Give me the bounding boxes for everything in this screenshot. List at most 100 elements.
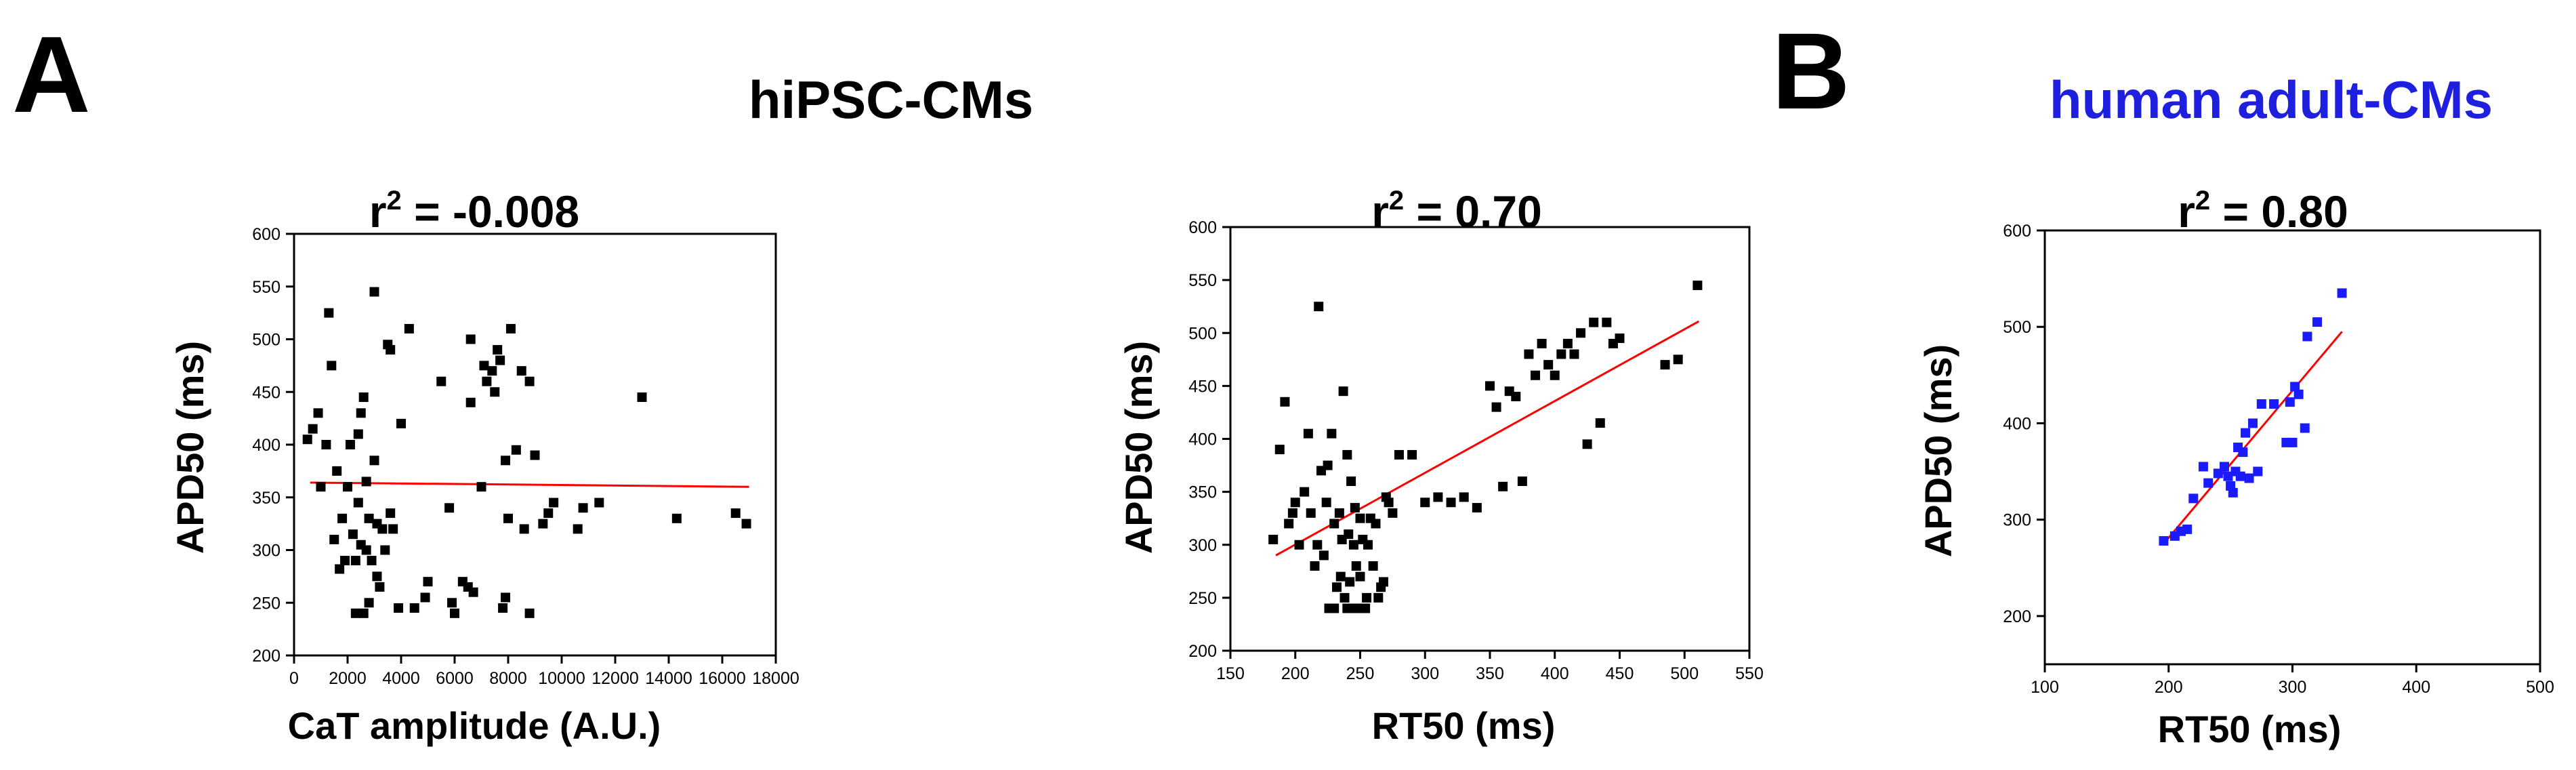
data-point <box>1303 428 1313 439</box>
data-point <box>1355 513 1365 523</box>
y-tick-label: 500 <box>2003 318 2031 337</box>
hipsc-group-title: hiPSC-CMs <box>749 70 1033 129</box>
data-point <box>465 334 476 344</box>
data-point <box>1351 561 1361 571</box>
x-tick-label: 400 <box>2402 678 2430 697</box>
data-point <box>1556 349 1566 359</box>
y-tick-label: 300 <box>252 542 281 561</box>
x-axis-title-chart3: RT50 (ms) <box>2158 708 2342 750</box>
data-point <box>2248 418 2258 428</box>
data-point <box>482 376 492 386</box>
y-tick-label: 250 <box>1188 589 1217 608</box>
data-point <box>369 455 379 466</box>
data-point <box>524 376 535 386</box>
x-tick-label: 150 <box>1216 664 1245 683</box>
data-point <box>2244 473 2254 483</box>
x-tick-label: 400 <box>1541 664 1569 683</box>
data-point <box>372 571 382 582</box>
data-point <box>2312 317 2323 327</box>
plot-frame-chart2 <box>1229 226 1751 652</box>
data-point <box>358 392 369 403</box>
chart-apd50-vs-rt50-hipsc: r2 = 0.70 RT50 (ms) APD50 (ms) 150 200 250… <box>1117 186 1764 747</box>
y-axis-title-chart2: APD50 (ms) <box>1117 341 1160 554</box>
y-axis-title-chart3: APD50 (ms) <box>1917 344 1959 557</box>
x-tick-label: 14000 <box>645 669 692 688</box>
regression-line-chart1 <box>310 481 749 488</box>
data-point <box>465 397 476 407</box>
plot-frame-chart1 <box>293 232 777 657</box>
data-point <box>1371 519 1381 529</box>
y-tick-label: 450 <box>1188 377 1217 396</box>
data-point <box>2228 487 2238 498</box>
data-point <box>578 503 588 513</box>
data-point <box>1344 529 1354 540</box>
data-point <box>386 508 396 519</box>
data-point <box>549 498 559 508</box>
data-point <box>741 519 751 529</box>
y-tick-label: 400 <box>252 436 281 455</box>
x-axis-title-chart1: CaT amplitude (A.U.) <box>288 704 661 747</box>
data-point <box>386 345 396 355</box>
data-point <box>2287 437 2298 447</box>
data-point <box>1290 498 1300 508</box>
data-point <box>1498 481 1508 491</box>
data-point <box>1280 397 1290 407</box>
data-point <box>1368 561 1378 571</box>
data-point <box>327 361 337 371</box>
x-tick-label: 0 <box>289 669 299 688</box>
data-point <box>1524 349 1534 359</box>
data-point <box>369 287 379 297</box>
data-point <box>573 524 583 534</box>
data-point <box>501 592 511 603</box>
data-point <box>380 545 390 555</box>
data-point <box>1394 449 1404 460</box>
data-point <box>321 440 331 449</box>
data-point <box>1346 477 1356 486</box>
data-point <box>2302 331 2312 342</box>
y-tick-label: 500 <box>1188 324 1217 343</box>
data-point <box>503 513 513 523</box>
data-point <box>1329 603 1339 613</box>
x-axis-title-chart2: RT50 (ms) <box>1372 704 1556 747</box>
y-tick-label: 300 <box>2003 511 2031 530</box>
data-point <box>476 482 486 492</box>
data-point <box>444 503 455 513</box>
y-tick-label: 400 <box>2003 414 2031 433</box>
y-tick-label: 600 <box>1188 218 1217 237</box>
data-point <box>493 345 503 355</box>
adult-group-title: human adult-CMs <box>2050 70 2493 129</box>
data-point <box>350 608 360 618</box>
data-point <box>367 556 377 566</box>
data-point <box>1339 592 1350 603</box>
data-point <box>361 477 371 487</box>
y-tick-label: 500 <box>252 331 281 350</box>
data-point <box>396 418 406 428</box>
data-point <box>409 603 419 613</box>
data-point <box>1348 540 1358 550</box>
data-point <box>1550 370 1560 380</box>
data-point <box>1321 498 1331 508</box>
r2-label-chart2: r2 = 0.70 <box>1371 186 1542 237</box>
data-point <box>358 608 369 618</box>
data-point <box>2290 382 2300 392</box>
data-point <box>337 513 348 523</box>
regression-line-chart2 <box>1275 320 1700 556</box>
data-point <box>487 366 497 376</box>
data-point <box>524 608 535 618</box>
data-point <box>350 556 360 566</box>
x-tick-label: 450 <box>1606 664 1634 683</box>
data-point <box>394 603 404 613</box>
data-point <box>2219 462 2229 472</box>
data-point <box>1660 360 1670 370</box>
data-point <box>1300 487 1310 497</box>
x-tick-label: 100 <box>2031 678 2059 697</box>
plot-frame-chart3 <box>2043 229 2541 666</box>
data-point <box>1569 349 1579 359</box>
y-tick-label: 350 <box>1188 483 1217 502</box>
data-point <box>490 387 500 397</box>
data-point <box>1407 449 1417 460</box>
data-point <box>495 355 505 365</box>
data-point <box>2285 397 2295 407</box>
y-tick-label: 550 <box>1188 271 1217 290</box>
